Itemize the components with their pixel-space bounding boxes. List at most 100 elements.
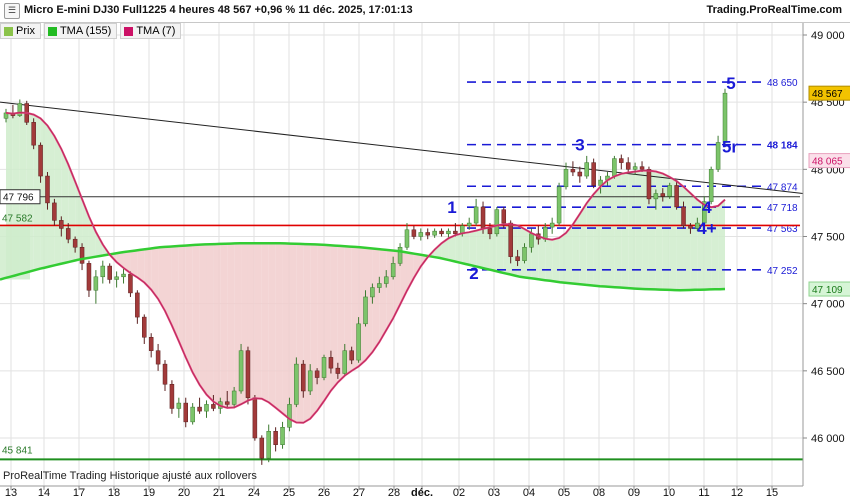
ma-fill-segment [379,249,387,343]
ma-fill-segment [662,173,670,290]
candle-body [577,171,583,177]
ma-fill-segment [434,243,442,259]
candle-body [169,384,175,409]
x-tick-label: 02 [453,487,465,499]
legend-label-tma155: TMA (155) [59,25,112,37]
x-tick-label: 13 [5,487,17,499]
ma-fill-segment [538,236,546,281]
ma-fill-segment [137,249,145,283]
ma-fill-segment [400,251,407,305]
trendline [0,101,804,195]
price-label-box [808,85,850,101]
candle-body [245,350,251,398]
candle-body [522,246,527,261]
ma-fill-segment [628,171,636,289]
legend-item-tma7[interactable]: TMA (7) [120,23,182,39]
ma-fill-segment [711,205,719,290]
candle-body [570,169,576,173]
x-tick-label: déc. [411,487,433,499]
ma-fill-segment [54,136,62,266]
candle-body [404,229,410,248]
ma-fill-segment [185,245,193,373]
candle-body [204,404,209,412]
x-tick-label: 05 [558,487,570,499]
legend-item-tma155[interactable]: TMA (155) [43,23,118,39]
wave-label: 1 [447,198,456,217]
axes: 13 14 17 18 19 20 21 24 25 26 27 28 déc. 02 03 04 05 08 09… [5,30,850,499]
candle-body [702,201,707,224]
menu-icon[interactable]: ☰ [4,3,20,19]
ma-fill-segment [545,238,553,282]
y-tick-label: 47 500 [811,232,845,244]
candle-body [439,230,444,235]
candle-body [93,276,99,291]
chart-title: Micro E-mini DJ30 Full1225 4 heures 48 5… [24,4,413,16]
candle-body [453,230,458,235]
candle-body [625,162,631,170]
candle-body [549,222,555,228]
legend-label-prix: Prix [16,25,35,37]
ma-fill-segment [690,193,698,290]
ma-fill-segment [330,245,338,391]
candle-body [487,228,493,235]
ma-fill-segment [648,170,656,290]
candlesticks [3,88,728,465]
candle-body [45,175,50,204]
legend-label-tma7: TMA (7) [136,25,176,37]
ma-fill-segment [144,248,152,290]
x-tick-label: 04 [523,487,535,499]
chart-header: ☰ Micro E-mini DJ30 Full1225 4 heures 48… [0,0,850,23]
price-label-box [808,153,850,169]
ma-fill-segment [158,246,166,311]
candle-body [349,350,354,361]
candle-body [715,142,721,170]
ma-fill-segment [61,148,69,264]
candle-body [148,337,154,351]
ma-fill-segment [213,243,221,406]
legend-item-prix[interactable]: Prix [0,23,41,39]
ma-fill-segment [275,243,283,414]
x-tick-label: 12 [731,487,743,499]
ma-fill-segment [337,245,345,383]
ma-fill-segment [303,243,311,423]
ma-fill-segment [123,251,131,274]
ma-fill-segment [171,245,179,342]
candle-body [681,206,686,227]
candle-body [356,323,361,361]
candle-body [612,158,617,177]
ma-fill-segment [365,247,373,361]
ma-fill-segment [462,232,470,265]
x-tick-label: 27 [353,487,365,499]
ma-fill-segment [621,172,629,289]
y-tick-label: 46 500 [811,366,845,378]
candle-body [446,230,451,235]
candle-body [65,228,71,240]
legend-swatch-tma155 [47,26,57,36]
candle-body [619,158,624,163]
ma-fill-areas [0,112,725,423]
candle-body [708,169,714,202]
x-tick-label: 19 [143,487,155,499]
ma-fill-segment [683,186,691,291]
candle-body [259,437,265,459]
legend-swatch-tma7 [124,26,134,36]
level-line-label: 47 874 [767,182,798,193]
x-tick-label: 18 [108,487,120,499]
candle-body [653,193,659,200]
ma-fill-segment [88,216,96,258]
ma-fill-segment [496,224,504,273]
candle-body [31,122,36,146]
candle-body [584,162,589,177]
green-level-label: 45 841 [2,445,33,456]
x-tick-label: 11 [698,487,709,499]
candle-body [632,166,638,170]
ma-fill-segment [130,250,138,278]
x-tick-label: 28 [388,487,400,499]
ma-fill-segment [559,232,566,283]
candle-body [211,404,216,409]
ma-fill-segment [655,171,663,290]
level-line-label: 48 184 [767,141,798,152]
candle-body [688,225,693,229]
candle-body [38,144,43,177]
